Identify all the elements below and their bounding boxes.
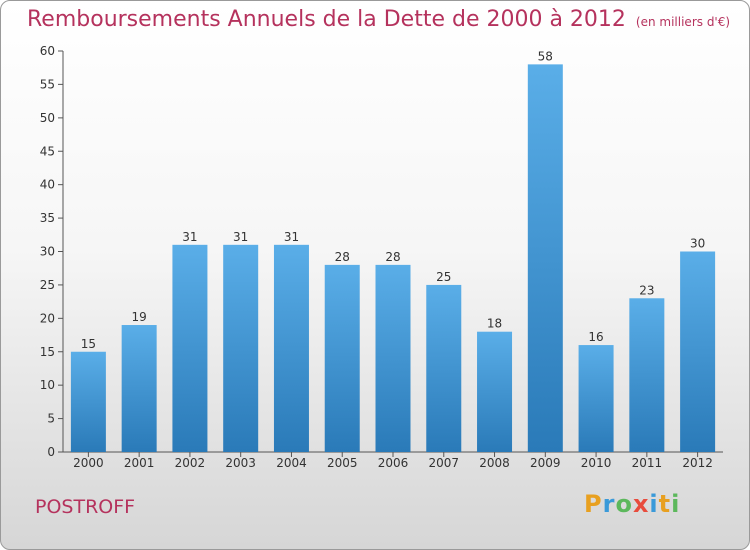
y-tick-label: 10 [40,378,55,392]
y-tick-label: 15 [40,345,55,359]
bar-value-label: 31 [182,230,197,244]
y-tick-label: 0 [47,445,55,459]
bar-value-label: 23 [639,283,654,297]
bar-value-label: 28 [335,250,350,264]
x-tick-label: 2006 [378,456,409,470]
x-tick-label: 2010 [581,456,612,470]
chart-title: Remboursements Annuels de la Dette de 20… [27,7,730,32]
bar [324,264,360,452]
y-tick-label: 50 [40,111,55,125]
logo-letter: x [632,490,650,518]
bar [172,244,208,452]
commune-name: POSTROFF [35,496,136,518]
chart-title-text: Remboursements Annuels de la Dette de 20… [27,7,626,32]
x-tick-label: 2008 [479,456,510,470]
y-tick-label: 60 [40,44,55,58]
bar [273,244,309,452]
logo-letter: t [658,490,672,518]
x-tick-label: 2003 [225,456,256,470]
logo-letter: r [602,490,616,518]
y-tick-label: 20 [40,311,55,325]
chart-unit: (en milliers d'€) [635,15,731,29]
bar [223,244,259,452]
y-tick-label: 35 [40,211,55,225]
x-tick-label: 2004 [276,456,307,470]
y-tick-label: 25 [40,278,55,292]
bar-value-label: 18 [487,317,502,331]
y-tick-label: 40 [40,178,55,192]
bar [680,251,716,452]
axes: 0 5 10 15 20 25 30 35 40 45 50 55 60 2000 2001 2002 2003… [40,44,723,470]
y-tick-label: 55 [40,77,55,91]
logo-letter: i [649,490,659,518]
bar [375,264,411,452]
y-tick-label: 45 [40,144,55,158]
x-tick-label: 2011 [632,456,663,470]
bar-value-label: 15 [81,337,96,351]
bar [477,331,513,452]
bar-value-label: 58 [538,49,553,63]
logo-letter: o [615,490,633,518]
logo-letter: i [671,490,681,518]
x-tick-label: 2007 [428,456,459,470]
logo-letter: P [584,490,603,518]
bar [629,298,665,452]
bar-value-label: 25 [436,270,451,284]
bar [70,351,106,452]
bars: 15 19 31 31 31 28 28 25 18 58 16 23 30 [70,49,716,452]
bar-value-label: 30 [690,237,705,251]
bar [121,325,157,452]
x-tick-label: 2009 [530,456,561,470]
bar [426,284,462,452]
x-tick-label: 2000 [73,456,104,470]
bar-value-label: 28 [385,250,400,264]
x-tick-label: 2001 [124,456,155,470]
x-tick-label: 2005 [327,456,358,470]
x-tick-label: 2012 [682,456,713,470]
bar [578,345,614,452]
y-tick-label: 5 [47,412,55,426]
bar [527,64,563,452]
bar-value-label: 19 [132,310,147,324]
y-tick-label: 30 [40,245,55,259]
bar-value-label: 16 [588,330,603,344]
bar-value-label: 31 [284,230,299,244]
proxiti-logo: Proxiti [584,490,680,518]
bar-value-label: 31 [233,230,248,244]
x-tick-label: 2002 [175,456,206,470]
